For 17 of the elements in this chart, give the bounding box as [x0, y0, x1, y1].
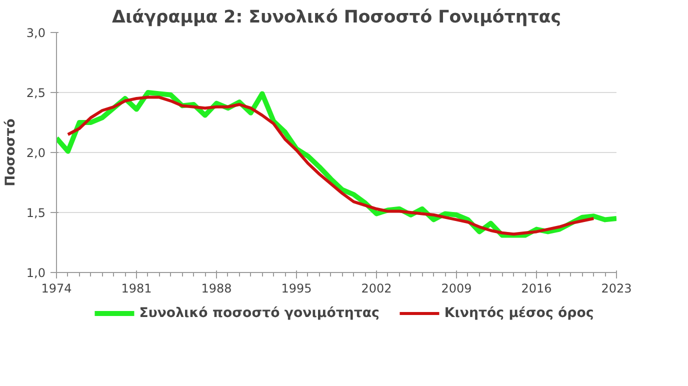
legend-label: Συνολικό ποσοστό γονιμότητας — [139, 306, 380, 320]
x-tick-label: 1974 — [41, 282, 72, 296]
y-tick-label: 1,0 — [26, 266, 46, 280]
x-tick-label: 2023 — [601, 282, 632, 296]
x-tick-label: 2009 — [441, 282, 472, 296]
x-tick-label: 1981 — [121, 282, 152, 296]
x-tick-label: 1995 — [281, 282, 312, 296]
chart-title: Διάγραμμα 2: Συνολικό Ποσοστό Γονιμότητας — [112, 8, 561, 28]
y-tick-label: 2,5 — [26, 86, 46, 100]
x-tick-label: 1988 — [201, 282, 232, 296]
y-tick-label: 2,0 — [26, 146, 46, 160]
y-tick-label: 1,5 — [26, 206, 46, 220]
y-tick-label: 3,0 — [26, 26, 46, 40]
x-tick-label: 2002 — [361, 282, 392, 296]
y-axis-title: Ποσοστό — [3, 118, 18, 186]
x-tick-label: 2016 — [521, 282, 552, 296]
legend-label: Κινητός μέσος όρος — [444, 306, 594, 320]
